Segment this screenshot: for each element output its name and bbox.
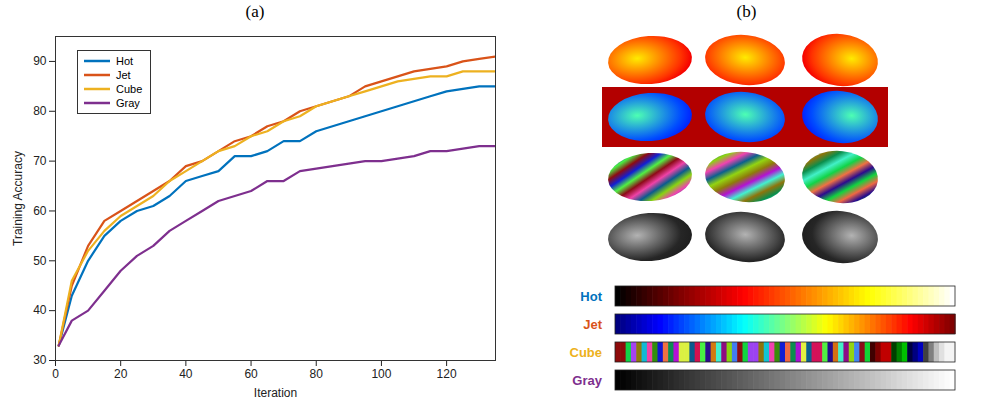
svg-text:Cube: Cube: [570, 345, 603, 360]
svg-text:30: 30: [33, 353, 47, 367]
html-text:Gray: Gray: [116, 97, 140, 109]
html-text:Cube: Cube: [116, 83, 143, 95]
html-text:Jet: Jet: [116, 69, 131, 81]
svg-text:Iteration: Iteration: [254, 386, 297, 400]
svg-text:90: 90: [33, 54, 47, 68]
svg-text:Hot: Hot: [580, 289, 602, 304]
svg-text:70: 70: [33, 154, 47, 168]
svg-text:80: 80: [310, 367, 324, 381]
svg-text:80: 80: [33, 104, 47, 118]
svg-text:50: 50: [33, 254, 47, 268]
svg-text:60: 60: [244, 367, 258, 381]
svg-text:120: 120: [437, 367, 457, 381]
svg-text:40: 40: [179, 367, 193, 381]
svg-text:40: 40: [33, 303, 47, 317]
svg-text:Training Accuracy: Training Accuracy: [11, 151, 25, 246]
html-text:Hot: Hot: [116, 55, 134, 67]
svg-text:60: 60: [33, 204, 47, 218]
html-text:(a): (a): [245, 2, 265, 21]
svg-text:Jet: Jet: [583, 317, 602, 332]
svg-text:0: 0: [52, 367, 59, 381]
svg-text:20: 20: [114, 367, 128, 381]
svg-text:Gray: Gray: [572, 373, 602, 388]
svg-text:100: 100: [371, 367, 391, 381]
html-text:(b): (b): [736, 2, 757, 21]
